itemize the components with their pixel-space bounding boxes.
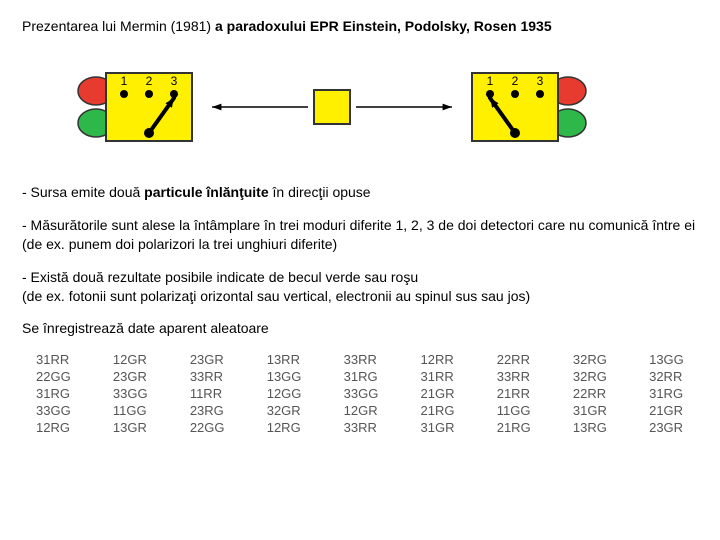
data-cell: 13RR bbox=[267, 352, 316, 367]
data-cell: 31RR bbox=[421, 369, 469, 384]
data-cell: 31RG bbox=[649, 386, 698, 401]
svg-text:2: 2 bbox=[512, 74, 519, 88]
data-cell: 22RR bbox=[497, 352, 545, 367]
data-cell: 12RG bbox=[267, 420, 316, 435]
svg-text:1: 1 bbox=[121, 74, 128, 88]
data-cell: 22GG bbox=[36, 369, 85, 384]
data-cell: 13GR bbox=[113, 420, 162, 435]
data-cell: 33RR bbox=[190, 369, 239, 384]
data-cell: 33RR bbox=[497, 369, 545, 384]
data-cell: 32RG bbox=[573, 352, 621, 367]
data-cell: 21RG bbox=[497, 420, 545, 435]
data-cell: 23GR bbox=[190, 352, 239, 367]
bullet-list: - Sursa emite două particule înlănţuite … bbox=[22, 183, 698, 305]
svg-text:3: 3 bbox=[537, 74, 544, 88]
data-cell: 13GG bbox=[267, 369, 316, 384]
data-cell: 13GG bbox=[649, 352, 698, 367]
data-cell: 33RR bbox=[344, 352, 393, 367]
data-table: 31RR 12GR 23GR 13RR 33RR 12RR 22RR 32RG 13GG 22GG… bbox=[36, 352, 698, 435]
data-cell: 21RG bbox=[421, 403, 469, 418]
data-cell: 33GG bbox=[36, 403, 85, 418]
data-cell: 21RR bbox=[497, 386, 545, 401]
bullet-item: - Sursa emite două particule înlănţuite … bbox=[22, 183, 698, 202]
data-cell: 33RR bbox=[344, 420, 393, 435]
subline: Se înregistrează date aparent aleatoare bbox=[22, 319, 698, 338]
data-cell: 22GG bbox=[190, 420, 239, 435]
data-cell: 21GR bbox=[421, 386, 469, 401]
data-cell: 11GG bbox=[113, 403, 162, 418]
data-cell: 13RG bbox=[573, 420, 621, 435]
data-cell: 31GR bbox=[421, 420, 469, 435]
data-cell: 11GG bbox=[497, 403, 545, 418]
data-cell: 31RG bbox=[344, 369, 393, 384]
data-cell: 11RR bbox=[190, 386, 239, 401]
data-cell: 23GR bbox=[649, 420, 698, 435]
svg-text:3: 3 bbox=[171, 74, 178, 88]
data-cell: 31GR bbox=[573, 403, 621, 418]
title: Prezentarea lui Mermin (1981) a paradoxu… bbox=[22, 18, 698, 34]
epr-diagram: 1 2 3 1 2 3 bbox=[62, 52, 698, 165]
title-prefix: Prezentarea lui Mermin (1981) bbox=[22, 18, 215, 34]
data-cell: 32RG bbox=[573, 369, 621, 384]
data-cell: 12GR bbox=[113, 352, 162, 367]
data-cell: 22RR bbox=[573, 386, 621, 401]
data-cell: 21GR bbox=[649, 403, 698, 418]
svg-text:2: 2 bbox=[146, 74, 153, 88]
data-cell: 23RG bbox=[190, 403, 239, 418]
data-cell: 31RG bbox=[36, 386, 85, 401]
data-cell: 33GG bbox=[113, 386, 162, 401]
bullet-item: - Măsurătorile sunt alese la întâmplare … bbox=[22, 216, 698, 254]
data-cell: 33GG bbox=[344, 386, 393, 401]
title-bold: a paradoxului EPR Einstein, Podolsky, Ro… bbox=[215, 18, 552, 34]
svg-text:1: 1 bbox=[487, 74, 494, 88]
data-cell: 32RR bbox=[649, 369, 698, 384]
data-cell: 12RG bbox=[36, 420, 85, 435]
data-cell: 32GR bbox=[267, 403, 316, 418]
bullet-item: - Există două rezultate posibile indicat… bbox=[22, 268, 698, 306]
data-cell: 12GG bbox=[267, 386, 316, 401]
data-cell: 31RR bbox=[36, 352, 85, 367]
data-cell: 12GR bbox=[344, 403, 393, 418]
data-cell: 23GR bbox=[113, 369, 162, 384]
data-cell: 12RR bbox=[421, 352, 469, 367]
